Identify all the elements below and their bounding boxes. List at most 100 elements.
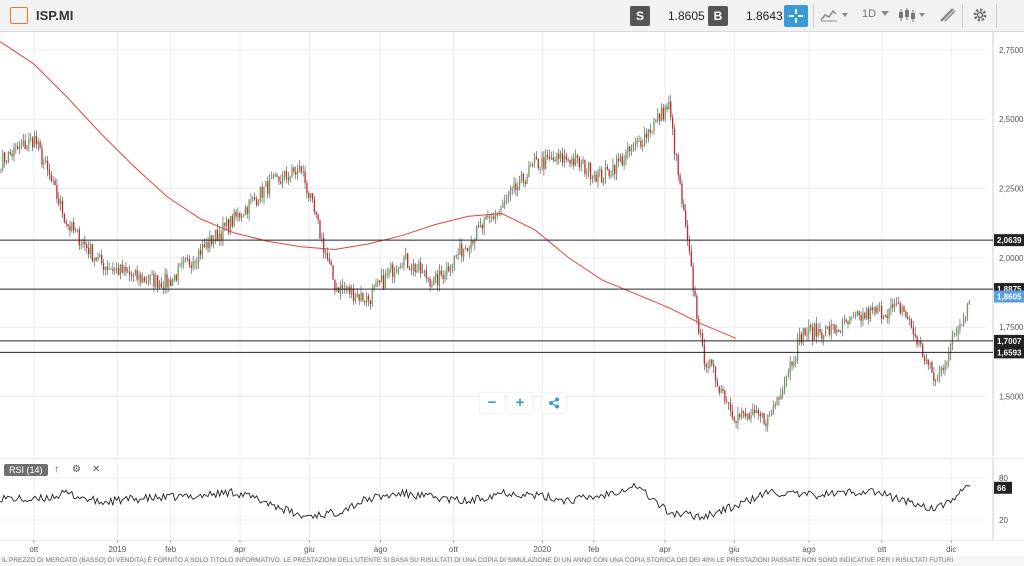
candle-body <box>899 303 901 314</box>
candle-body <box>617 158 620 161</box>
candle-body <box>382 275 385 289</box>
rsi-chart[interactable]: 80 20 66 <box>0 458 1024 540</box>
interval-label: 1D <box>862 8 877 20</box>
candle-body <box>565 155 567 160</box>
candle-body <box>599 169 601 172</box>
candle-body <box>183 260 185 263</box>
candle-body <box>13 147 15 157</box>
candle-body <box>392 264 394 277</box>
candle-body <box>54 180 56 186</box>
candle-body <box>754 409 756 414</box>
level-tag-label: 2,0639 <box>997 236 1022 245</box>
candle-body <box>588 162 590 172</box>
rsi-gear-icon[interactable]: ⚙ <box>72 464 81 475</box>
candle-body <box>578 157 580 167</box>
candle-body <box>664 106 666 120</box>
candle-body <box>920 341 922 345</box>
arrow-up-icon[interactable]: ↑ <box>54 464 59 475</box>
candle-body <box>30 137 32 139</box>
candle-body <box>104 266 107 270</box>
candle-body <box>798 333 801 340</box>
candlestick-icon[interactable] <box>898 8 928 25</box>
candle-body <box>190 265 192 268</box>
candle-body <box>625 151 627 161</box>
candle-body <box>91 244 94 261</box>
candle-body <box>22 140 24 145</box>
candle-body <box>796 339 799 358</box>
candle-body <box>149 274 151 282</box>
candle-body <box>226 219 228 226</box>
candle-body <box>694 290 696 296</box>
candle-body <box>408 267 411 270</box>
candle-body <box>895 302 898 304</box>
candle-body <box>936 377 939 381</box>
candle-body <box>84 241 86 245</box>
candle-body <box>487 215 489 217</box>
candle-body <box>436 274 439 286</box>
drawing-tools-icon[interactable] <box>940 8 956 25</box>
candle-body <box>513 183 515 189</box>
candle-body <box>347 286 349 291</box>
candle-body <box>151 273 153 275</box>
y-tick-label: 1,7500 <box>999 323 1024 332</box>
candle-body <box>444 275 446 280</box>
candle-body <box>349 286 351 295</box>
candle-body <box>839 331 842 333</box>
candle-body <box>194 261 196 263</box>
candle-body <box>198 250 200 263</box>
price-chart[interactable]: 2,7500 2,5000 2,2500 2,0000 1,7500 1,5000 2,06… <box>0 32 1024 456</box>
candle-body <box>171 278 174 286</box>
x-tick-label: ago <box>802 545 816 554</box>
candle-body <box>259 186 261 202</box>
gear-icon[interactable] <box>972 7 988 26</box>
candle-body <box>267 181 269 194</box>
crosshair-icon[interactable] <box>784 5 808 27</box>
candle-body <box>810 325 812 328</box>
candle-body <box>97 257 99 261</box>
candle-body <box>849 316 851 324</box>
buy-button[interactable]: B <box>708 6 728 26</box>
area-chart-icon[interactable] <box>820 8 850 25</box>
candle-body <box>164 274 166 290</box>
rsi-label[interactable]: RSI (14) <box>4 464 48 476</box>
moving-average-line <box>0 41 737 339</box>
candle-body <box>287 178 289 181</box>
candle-body <box>677 154 679 176</box>
x-tick-label: giu <box>729 545 740 554</box>
candle-body <box>584 160 586 174</box>
interval-button[interactable]: 1D <box>862 8 890 20</box>
zoom-out-button[interactable]: − <box>480 393 504 413</box>
x-tick-label: feb <box>165 545 177 554</box>
candle-body <box>181 262 183 265</box>
candle-body <box>358 294 360 301</box>
buy-price: 1.8643 <box>746 9 783 23</box>
candle-body <box>136 270 138 280</box>
candle-body <box>117 267 120 276</box>
candle-body <box>205 241 207 247</box>
candle-body <box>308 193 310 198</box>
candle-body <box>89 244 92 255</box>
candle-body <box>41 148 43 165</box>
candle-body <box>93 257 95 261</box>
sell-button[interactable]: S <box>630 6 650 26</box>
candle-body <box>722 388 724 391</box>
candle-body <box>184 258 187 261</box>
candle-body <box>130 275 133 276</box>
candle-body <box>196 262 198 264</box>
level-tag-label: 1,6593 <box>997 348 1022 357</box>
candle-body <box>785 376 788 381</box>
candle-body <box>20 144 23 146</box>
candle-body <box>951 335 954 344</box>
candle-body <box>847 321 849 324</box>
candle-body <box>324 252 327 254</box>
share-button[interactable] <box>542 393 566 413</box>
candle-body <box>360 292 362 301</box>
candle-body <box>955 333 957 335</box>
candle-body <box>59 200 62 205</box>
candle-body <box>448 266 450 272</box>
candle-body <box>313 199 316 213</box>
close-icon[interactable]: ✕ <box>92 464 101 475</box>
candle-body <box>45 160 47 163</box>
zoom-in-button[interactable]: + <box>508 393 532 413</box>
candle-body <box>157 275 159 289</box>
